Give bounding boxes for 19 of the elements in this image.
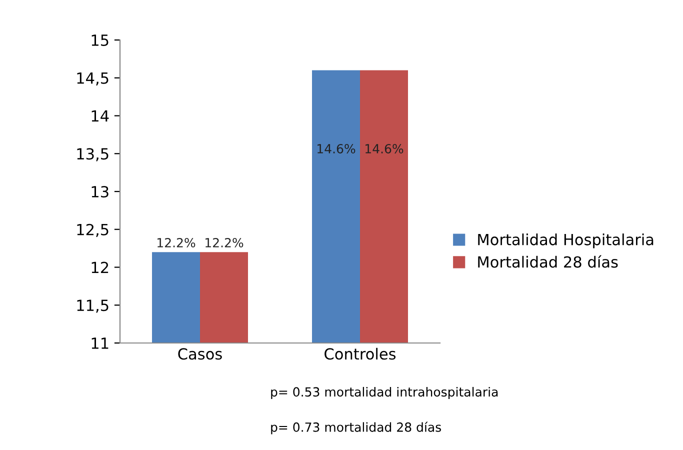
text: p= 0.73 mortalidad 28 días — [271, 422, 442, 434]
y-tick-label: 11 — [92, 338, 108, 349]
data-label: 14.6% — [366, 144, 404, 154]
data-label: 12.2% — [158, 238, 196, 248]
y-tick-label: 12 — [92, 262, 108, 274]
y-tick-label: 13 — [92, 186, 108, 198]
y-tick-label: 13,5 — [77, 148, 108, 162]
y-tick-label: 12,5 — [77, 224, 108, 237]
x-tick-label: Casos — [178, 348, 222, 360]
y-tick-label: 11,5 — [77, 300, 108, 313]
y-tick-label: 15 — [92, 34, 108, 46]
y-tick-label: 14 — [92, 110, 109, 122]
y-tick-label: 14,5 — [77, 72, 108, 86]
data-label: 12.2% — [206, 238, 244, 248]
legend-label: Mortalidad 28 días — [478, 255, 618, 268]
data-label: 14.6% — [318, 144, 356, 154]
x-tick-label: Controles — [324, 348, 396, 360]
text: p= 0.53 mortalidad intrahospitalaria — [271, 386, 498, 400]
legend-label: Mortalidad Hospitalaria — [478, 233, 654, 248]
